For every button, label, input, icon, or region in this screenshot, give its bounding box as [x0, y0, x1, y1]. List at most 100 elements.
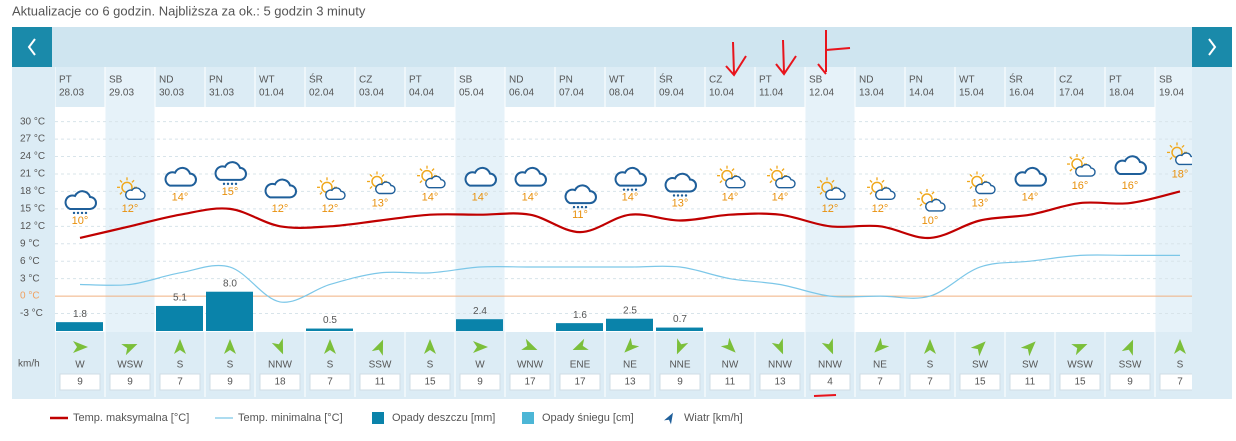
next-button[interactable]: [1192, 27, 1232, 67]
data-label: 10°: [72, 215, 89, 227]
wind-speed-box: [59, 373, 101, 391]
day-name: PT: [59, 75, 72, 86]
wind-speed-box: [159, 373, 201, 391]
wind-unit-label: km/h: [18, 359, 40, 370]
wind-speed-box: [909, 373, 951, 391]
sun-ray: [869, 179, 873, 183]
wind-speed: 18: [274, 377, 286, 388]
wind-arrow: [624, 337, 640, 353]
annotation-arrow: [817, 30, 851, 75]
drop: [222, 182, 226, 186]
weather-icon: [717, 165, 746, 189]
wind-speed: 15: [424, 377, 436, 388]
sun-ray: [419, 168, 423, 172]
weekend-column: [1155, 67, 1192, 332]
annotation-underline: [813, 394, 837, 397]
date-label: 11.04: [759, 88, 784, 99]
drop: [622, 188, 626, 191]
date-label: 03.04: [359, 88, 384, 99]
data-label: 5.1: [173, 293, 187, 304]
drop: [634, 188, 638, 191]
precip-bar: [56, 322, 103, 331]
drop: [576, 205, 580, 209]
date-label: 17.04: [1059, 88, 1084, 99]
data-label: 11°: [572, 209, 588, 221]
data-label: 14°: [472, 192, 489, 204]
drop: [84, 211, 88, 215]
wind-direction: NNE: [669, 360, 690, 371]
wind-speed-box: [359, 373, 401, 391]
sun-ray: [719, 168, 723, 172]
data-label: 14°: [722, 192, 739, 204]
precip-bar: [156, 305, 203, 331]
data-label: 14°: [1022, 192, 1039, 204]
weather-icon: [1014, 166, 1047, 187]
cloud: [925, 198, 946, 212]
date-label: 01.04: [259, 88, 284, 99]
annotations: [725, 30, 851, 397]
cloud: [164, 166, 197, 187]
wind-speed: 15: [1074, 377, 1086, 388]
cloud: [1014, 166, 1047, 187]
data-label: 14°: [772, 192, 789, 204]
wind-speed: 7: [927, 377, 933, 388]
wind-arrow: [73, 341, 88, 353]
date-label: 13.04: [859, 88, 884, 99]
data-label: 16°: [1072, 180, 1089, 192]
wind-arrow: [1121, 339, 1134, 356]
drop: [626, 188, 630, 191]
sun-ray: [931, 191, 935, 195]
precip-bar: [656, 327, 703, 331]
cloud: [375, 181, 396, 195]
weather-icon: [917, 188, 946, 212]
weather-icon: [214, 161, 247, 186]
wind-arrow: [121, 343, 138, 356]
weekend-column: [455, 67, 505, 332]
drop: [676, 194, 680, 197]
wind-arrow: [1174, 339, 1186, 354]
sun-ray: [1169, 156, 1173, 160]
data-label: 14°: [422, 192, 439, 204]
wind-speed-box: [659, 373, 701, 391]
prev-button[interactable]: [12, 27, 52, 67]
y-tick-label: 21 °C: [20, 169, 45, 180]
cloud: [1175, 152, 1192, 166]
date-label: 30.03: [159, 88, 184, 99]
day-name: SB: [459, 75, 473, 86]
wind-arrow: [720, 337, 736, 353]
cloud: [325, 187, 346, 201]
wind-direction: WSW: [117, 360, 143, 371]
update-info: Aktualizacje co 6 godzin. Najbliższa za …: [12, 3, 366, 18]
wind-arrow: [424, 339, 436, 354]
wind-direction: S: [327, 360, 334, 371]
axes: 30 °C 27 °C 24 °C 21 °C 18 °C 15 °C 12 °C 9 °C 6…: [18, 116, 45, 369]
data-label: 10°: [922, 215, 939, 227]
drop: [584, 205, 588, 209]
wind-speed: 9: [77, 377, 83, 388]
date-label: 18.04: [1109, 88, 1134, 99]
wind-speed: 7: [327, 377, 333, 388]
day-name: CZ: [1059, 75, 1072, 86]
wind-speed: 7: [877, 377, 883, 388]
cloud: [775, 175, 796, 189]
weather-icon: [367, 171, 396, 195]
next-icon: [1208, 38, 1217, 56]
drop: [672, 194, 676, 197]
wind-direction: NNW: [818, 360, 842, 371]
wind-direction: SW: [1022, 360, 1039, 371]
y-tick-label: 12 °C: [20, 221, 45, 232]
y-tick-label: 24 °C: [20, 151, 45, 162]
precip-bar: [606, 318, 653, 331]
wind-speed-box: [609, 373, 651, 391]
wind-direction: NW: [722, 360, 739, 371]
wind-speed-box: [109, 373, 151, 391]
wind-speed-box: [709, 373, 751, 391]
sun-ray: [319, 191, 323, 195]
y-tick-label: 0 °C: [20, 291, 40, 302]
date-label: 09.04: [659, 88, 684, 99]
weather-icon: [664, 172, 697, 197]
weather-icon: [1114, 155, 1147, 176]
sun-ray: [919, 191, 923, 195]
wind-speed-box: [1109, 373, 1151, 391]
weather-icon: [317, 177, 346, 201]
